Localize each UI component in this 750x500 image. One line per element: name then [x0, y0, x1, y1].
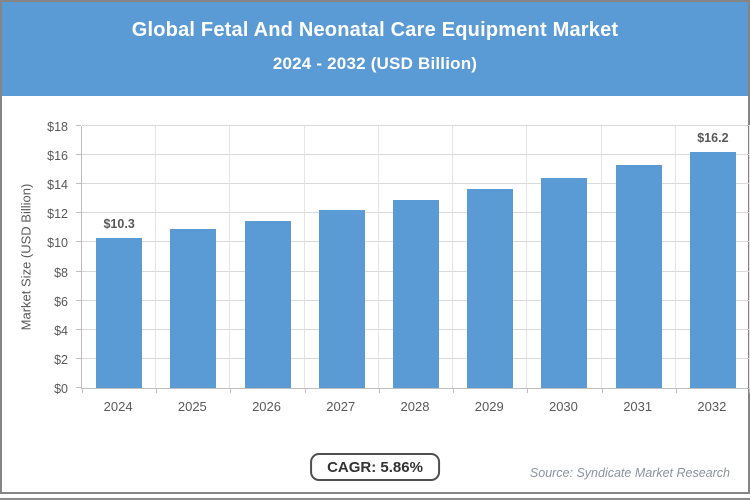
cagr-badge: CAGR: 5.86%	[310, 453, 440, 481]
bar	[318, 210, 365, 388]
cagr-label: CAGR: 5.86%	[327, 459, 423, 476]
x-axis: 2024 2025 2026 2027 2028 2029 2030 2031 2032	[81, 399, 749, 419]
y-axis-tick	[76, 387, 81, 388]
y-axis-tick	[76, 183, 81, 185]
x-axis-tick	[156, 388, 158, 393]
bar	[96, 238, 143, 388]
gridline-horizontal	[82, 125, 750, 126]
y-axis-tick	[76, 357, 81, 359]
bar	[689, 152, 736, 388]
x-axis-tick	[378, 388, 380, 393]
chart-title-line1: Global Fetal And Neonatal Care Equipment…	[131, 19, 619, 41]
x-axis-tick	[304, 388, 306, 393]
y-axis-tick	[76, 241, 81, 243]
bar	[467, 188, 514, 388]
y-axis-tick-label: $4	[54, 323, 68, 338]
y-axis-tick-label: $12	[47, 207, 68, 222]
x-axis-tick-label: 2026	[252, 399, 281, 414]
x-axis-tick-label: 2032	[697, 399, 727, 414]
x-axis-tick	[453, 388, 455, 393]
y-axis-tick-label: $18	[47, 120, 68, 134]
bottom-edge-line	[0, 498, 750, 500]
y-axis-tick-label: $10	[47, 236, 68, 251]
x-axis-tick	[230, 388, 232, 393]
x-axis-tick	[82, 388, 83, 393]
x-axis-tick-label: 2030	[548, 399, 578, 414]
y-axis-tick	[76, 328, 81, 330]
y-axis-tick	[76, 270, 81, 272]
gridline-vertical	[377, 126, 379, 388]
gridline-vertical	[674, 126, 676, 388]
y-axis-tick	[76, 299, 81, 301]
y-axis-tick	[76, 125, 81, 126]
y-axis-tick-label: $6	[54, 294, 68, 309]
chart-title-line2: 2024 - 2032 (USD Billion)	[272, 54, 478, 73]
bar	[541, 178, 588, 388]
y-axis-tick-label: $8	[54, 265, 68, 280]
x-axis-tick	[675, 388, 677, 393]
bar	[393, 200, 439, 388]
gridline-horizontal	[82, 183, 750, 185]
x-axis-tick-label: 2028	[400, 399, 430, 414]
bar	[615, 165, 662, 388]
x-axis-tick-label: 2029	[474, 399, 504, 414]
gridline-horizontal	[82, 154, 750, 156]
bar	[244, 220, 291, 388]
plot-area: $10.3 $16.2	[81, 125, 750, 393]
bar-value-label: $10.3	[103, 217, 135, 232]
y-axis-tick-label: $14	[47, 178, 68, 193]
gridline-vertical	[155, 126, 157, 388]
gridline-vertical	[303, 126, 305, 388]
bar	[170, 229, 217, 388]
bar-value-label: $16.2	[697, 131, 729, 146]
gridline-vertical	[600, 126, 602, 388]
x-axis-tick-label: 2027	[326, 399, 356, 414]
y-axis-tick	[76, 154, 81, 156]
x-axis-tick-label: 2025	[177, 399, 207, 414]
source-credit: Source: Syndicate Market Research	[529, 466, 730, 480]
x-axis-tick	[527, 388, 529, 393]
gridline-vertical	[452, 126, 454, 388]
gridline-vertical	[526, 126, 528, 388]
x-axis-tick-label: 2031	[623, 399, 653, 414]
y-axis-tick-label: $16	[47, 149, 68, 164]
y-axis-tick-label: $0	[54, 382, 68, 396]
y-axis: $0 $2 $4 $6 $8 $10 $12 $14 $16 $18	[2, 120, 81, 396]
chart-header: Global Fetal And Neonatal Care Equipment…	[2, 2, 748, 96]
x-axis-tick-label: 2024	[103, 399, 133, 414]
y-axis-tick	[76, 212, 81, 214]
x-axis-tick	[601, 388, 603, 393]
gridline-vertical	[229, 126, 231, 388]
y-axis-tick-label: $2	[54, 352, 68, 367]
